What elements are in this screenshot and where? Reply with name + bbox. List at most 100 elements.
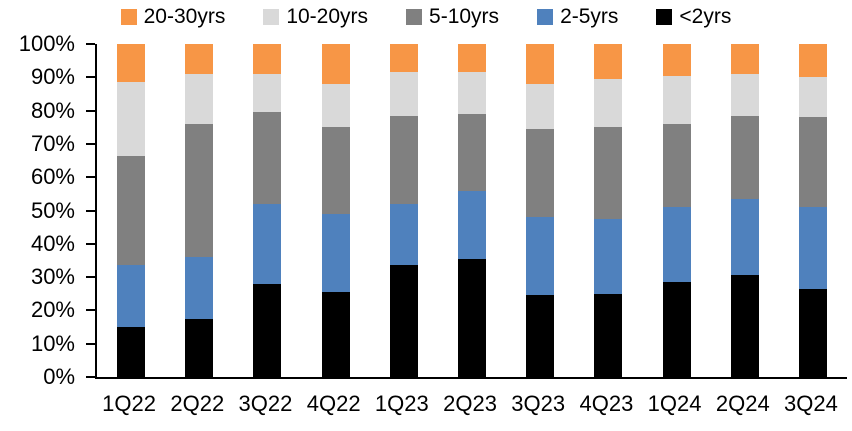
bar-segment-3q23-2-5yrs <box>526 217 555 296</box>
bar-segment-1q22-5-10yrs <box>117 155 146 266</box>
y-axis-tick <box>86 342 95 345</box>
y-axis-tick <box>86 242 95 245</box>
legend-item-2-5yrs: 2-5yrs <box>537 5 618 29</box>
x-axis-label-3q24: 3Q24 <box>784 391 838 416</box>
bar-segment-2q24-20-30yrs <box>730 44 759 74</box>
bar-slot-1q23 <box>370 44 438 377</box>
x-axis-label-4q23: 4Q23 <box>579 391 634 416</box>
bar-segment-3q23-2yrs <box>526 295 555 377</box>
y-axis-label-90: 90% <box>30 64 75 90</box>
bar-segment-1q24-5-10yrs <box>662 123 691 208</box>
bar-slot-1q24 <box>643 44 711 377</box>
bar-segment-1q22-2-5yrs <box>117 265 146 328</box>
legend-label-20-30yrs: 20-30yrs <box>143 5 226 28</box>
bar-segment-4q23-2yrs <box>594 293 623 377</box>
y-axis-label-20: 20% <box>30 297 75 323</box>
bar-segment-2q22-2-5yrs <box>185 257 214 319</box>
y-axis-tick <box>86 142 95 145</box>
bar-segment-3q24-2yrs <box>798 288 827 377</box>
bar-3q22 <box>253 44 282 377</box>
bar-3q23 <box>526 44 555 377</box>
legend-item-2yrs: <2yrs <box>656 5 731 29</box>
bar-1q23 <box>389 44 418 377</box>
bar-segment-2q24-2yrs <box>730 275 759 377</box>
bar-segment-2q22-2yrs <box>185 318 214 377</box>
bar-segment-3q22-10-20yrs <box>253 74 282 113</box>
x-axis-label-2q22: 2Q22 <box>170 391 225 416</box>
bar-slot-4q22 <box>302 44 370 377</box>
bar-segment-4q22-20-30yrs <box>321 44 350 84</box>
x-axis-label-2q23: 2Q23 <box>443 391 497 416</box>
bar-2q22 <box>185 44 214 377</box>
bars-container <box>97 44 847 377</box>
bar-segment-3q24-5-10yrs <box>798 117 827 208</box>
legend-swatch-10-20yrs-icon <box>263 9 280 25</box>
bar-1q22 <box>117 44 146 377</box>
bar-slot-2q22 <box>165 44 233 377</box>
bar-segment-1q23-2yrs <box>389 265 418 377</box>
legend-label-2yrs: <2yrs <box>679 5 732 28</box>
bar-segment-1q23-10-20yrs <box>389 72 418 116</box>
bar-slot-3q22 <box>233 44 301 377</box>
y-axis-label-100: 100% <box>18 31 75 56</box>
bar-3q24 <box>798 44 827 377</box>
y-axis-label-30: 30% <box>30 264 75 290</box>
y-axis-label-60: 60% <box>30 164 75 190</box>
bar-segment-3q22-5-10yrs <box>253 112 282 204</box>
legend-item-5-10yrs: 5-10yrs <box>406 5 499 29</box>
bar-slot-2q23 <box>438 44 506 377</box>
bar-segment-2q24-5-10yrs <box>730 115 759 199</box>
bar-segment-4q23-20-30yrs <box>594 44 623 79</box>
bar-segment-4q23-10-20yrs <box>594 78 623 128</box>
bar-2q23 <box>458 44 487 377</box>
legend-item-10-20yrs: 10-20yrs <box>263 5 368 29</box>
legend-label-10-20yrs: 10-20yrs <box>286 5 369 28</box>
legend-swatch-2yrs-icon <box>656 9 673 25</box>
bar-segment-4q22-5-10yrs <box>321 127 350 214</box>
x-axis-label-1q22: 1Q22 <box>102 391 156 416</box>
y-axis-tick <box>86 276 95 279</box>
x-axis-label-1q24: 1Q24 <box>647 391 702 416</box>
x-axis-labels: 1Q22 2Q22 3Q22 4Q22 1Q23 2Q23 3Q23 4Q23 1Q24 2Q24… <box>95 391 845 417</box>
legend-item-20-30yrs: 20-30yrs <box>120 5 226 29</box>
y-axis-tick <box>86 76 95 79</box>
legend-swatch-2-5yrs-icon <box>537 9 554 25</box>
bar-segment-2q23-5-10yrs <box>458 113 487 191</box>
bar-segment-3q23-20-30yrs <box>526 44 555 84</box>
y-axis-label-0: 0% <box>43 364 75 389</box>
bar-slot-4q23 <box>574 44 642 377</box>
bar-slot-2q24 <box>711 44 779 377</box>
x-axis-label-2q24: 2Q24 <box>715 391 770 416</box>
bar-segment-3q23-10-20yrs <box>526 83 555 129</box>
bar-4q22 <box>321 44 350 377</box>
bar-segment-3q22-20-30yrs <box>253 44 282 75</box>
bar-segment-3q22-2yrs <box>253 283 282 377</box>
bar-segment-1q22-2yrs <box>117 327 146 377</box>
bar-segment-1q23-5-10yrs <box>389 115 418 204</box>
bar-4q23 <box>594 44 623 377</box>
plot-area <box>86 43 847 379</box>
bar-segment-3q22-2-5yrs <box>253 203 282 284</box>
bar-segment-4q23-5-10yrs <box>594 127 623 219</box>
bar-2q24 <box>730 44 759 377</box>
bar-segment-2q22-10-20yrs <box>185 74 214 124</box>
bar-segment-3q23-5-10yrs <box>526 128 555 218</box>
bar-segment-3q24-10-20yrs <box>798 77 827 118</box>
bar-segment-1q24-2-5yrs <box>662 207 691 283</box>
legend: 20-30yrs 10-20yrs 5-10yrs 2-5yrs <2yrs <box>0 5 852 29</box>
y-axis-tick <box>86 43 95 45</box>
bar-segment-2q23-20-30yrs <box>458 44 487 73</box>
bar-segment-1q24-2yrs <box>662 282 691 377</box>
y-axis-tick <box>86 176 95 179</box>
bar-segment-2q22-5-10yrs <box>185 123 214 258</box>
y-axis-tick <box>86 209 95 212</box>
y-axis-label-40: 40% <box>30 230 75 256</box>
y-axis-label-10: 10% <box>30 330 75 356</box>
x-axis-label-3q23: 3Q23 <box>511 391 566 416</box>
legend-label-2-5yrs: 2-5yrs <box>560 5 619 28</box>
bar-segment-2q22-20-30yrs <box>185 44 214 75</box>
y-axis-label-80: 80% <box>30 97 75 123</box>
bar-segment-1q22-20-30yrs <box>117 44 146 83</box>
bar-segment-4q22-2-5yrs <box>321 213 350 293</box>
